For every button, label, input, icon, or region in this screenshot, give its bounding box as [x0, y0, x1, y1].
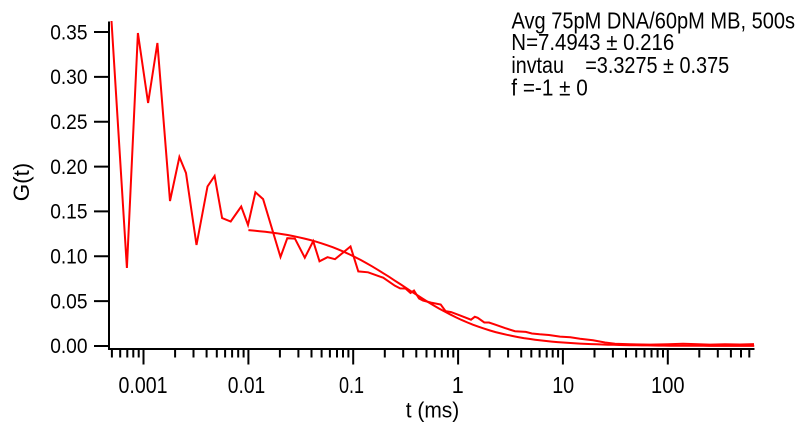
svg-text:0.10: 0.10 [50, 246, 87, 269]
svg-text:1: 1 [452, 372, 464, 398]
svg-text:0.35: 0.35 [50, 21, 87, 44]
svg-text:10: 10 [552, 372, 574, 398]
svg-text:f =-1 ± 0: f =-1 ± 0 [511, 75, 588, 101]
svg-text:100: 100 [651, 372, 685, 398]
svg-text:0.1: 0.1 [339, 372, 364, 398]
svg-text:0.05: 0.05 [50, 290, 87, 313]
svg-text:G(t): G(t) [9, 163, 34, 202]
svg-text:0.30: 0.30 [50, 66, 87, 89]
svg-text:0.001: 0.001 [119, 372, 168, 398]
svg-text:=3.3275 ± 0.375: =3.3275 ± 0.375 [585, 52, 729, 78]
svg-text:N=7.4943 ± 0.216: N=7.4943 ± 0.216 [511, 29, 674, 55]
svg-text:t (ms): t (ms) [406, 398, 460, 422]
svg-text:0.20: 0.20 [50, 156, 87, 179]
svg-text:0.00: 0.00 [50, 335, 87, 358]
svg-text:0.25: 0.25 [50, 111, 87, 134]
svg-text:0.15: 0.15 [50, 201, 87, 224]
svg-text:0.01: 0.01 [228, 372, 266, 398]
svg-text:Avg 75pM DNA/60pM MB, 500s: Avg 75pM DNA/60pM MB, 500s [512, 8, 796, 34]
svg-text:invtau: invtau [511, 52, 564, 78]
